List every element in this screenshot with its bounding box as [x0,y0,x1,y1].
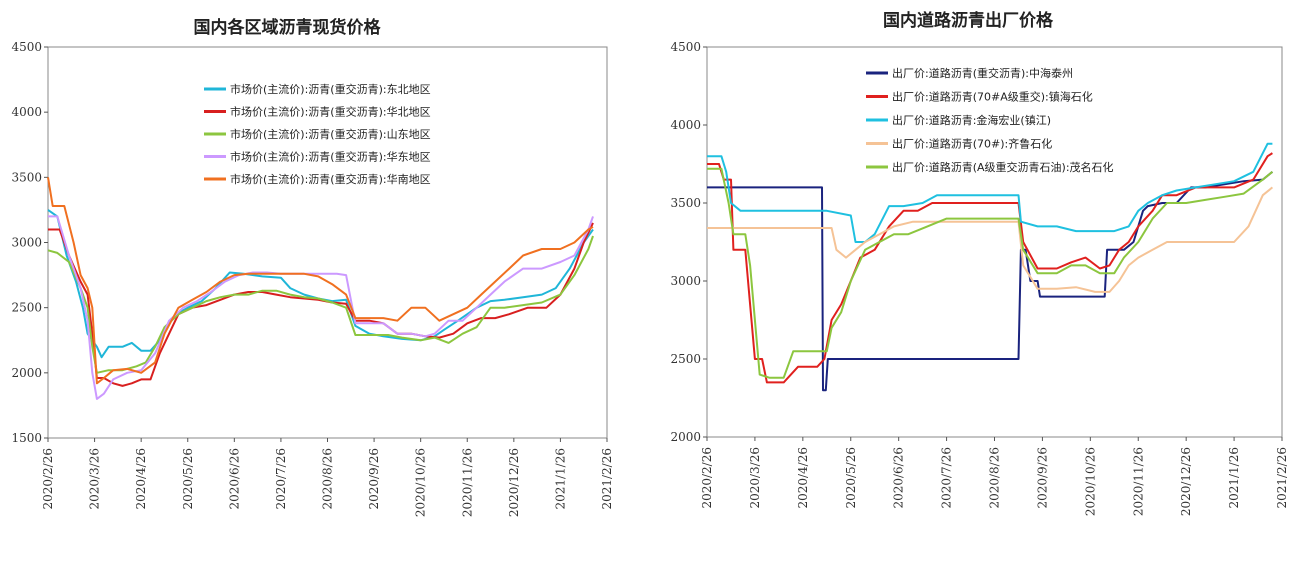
x-tick-label: 2021/1/26 [553,448,567,510]
y-tick-label: 4500 [670,40,701,54]
x-tick-label: 2020/3/26 [748,447,762,509]
legend-label: 市场价(主流价):沥青(重交沥青):东北地区 [230,82,431,96]
x-tick-label: 2020/10/26 [1083,447,1097,516]
chart-left-panel: 国内各区域沥青现货价格 1500 2000 2500 3000 3500 4000 4500 2… [11,17,614,517]
legend-label: 出厂价:道路沥青(70#):齐鲁石化 [892,137,1052,151]
x-tick-label: 2020/5/26 [181,448,195,510]
x-tick-label: 2020/9/26 [1035,447,1049,509]
x-tick-label: 2020/11/26 [460,448,474,517]
x-tick-label: 2020/3/26 [88,448,102,510]
ex-factory-price-chart: 国内道路沥青出厂价格 2000 2500 3000 3500 4000 4500 2020/2… [670,10,1289,516]
x-tick-label: 2020/2/26 [41,448,55,510]
regional-spot-price-chart: 国内各区域沥青现货价格 1500 2000 2500 3000 3500 4000 4500 2… [11,17,614,517]
x-tick-label: 2021/1/26 [1227,447,1241,509]
x-tick-label: 2020/4/26 [796,447,810,509]
legend: 市场价(主流价):沥青(重交沥青):东北地区市场价(主流价):沥青(重交沥青):… [204,82,431,186]
x-tick-label: 2021/2/26 [1275,447,1289,509]
x-tick-label: 2020/4/26 [134,448,148,510]
y-tick-label: 3000 [11,236,42,250]
legend-label: 出厂价:道路沥青(重交沥青):中海泰州 [892,66,1073,80]
x-tick-label: 2020/2/26 [700,447,714,509]
legend: 出厂价:道路沥青(重交沥青):中海泰州出厂价:道路沥青(70#A级重交):镇海石… [866,66,1114,174]
chart-title: 国内道路沥青出厂价格 [883,10,1054,31]
legend-label: 出厂价:道路沥青(70#A级重交):镇海石化 [892,90,1093,104]
y-tick-label: 1500 [11,431,42,445]
x-tick-label: 2020/7/26 [274,448,288,510]
x-tick-label: 2020/6/26 [227,448,241,510]
y-tick-label: 2500 [670,352,701,366]
x-tick-label: 2020/5/26 [844,447,858,509]
y-tick-label: 2000 [670,430,701,444]
chart-title: 国内各区域沥青现货价格 [194,17,382,38]
series-line-3 [47,235,594,374]
y-tick-label: 3000 [670,274,701,288]
x-tick-label: 2020/12/26 [1179,447,1193,516]
series-line-5 [707,167,1274,379]
legend-label: 市场价(主流价):沥青(重交沥青):华南地区 [230,172,431,186]
x-tick-label: 2020/11/26 [1131,447,1145,516]
y-tick-label: 4000 [670,118,701,132]
y-tick-label: 4500 [11,40,42,54]
y-tick-label: 2000 [11,366,42,380]
x-tick-label: 2020/8/26 [988,447,1002,509]
legend-label: 出厂价:道路沥青(A级重交沥青石油):茂名石化 [892,160,1114,174]
legend-label: 出厂价:道路沥青:金海宏业(镇江) [892,113,1051,127]
x-tick-label: 2020/10/26 [414,448,428,517]
series-line-2 [707,152,1273,384]
x-tick-label: 2020/6/26 [892,447,906,509]
series-line-1 [47,209,594,359]
legend-label: 市场价(主流价):沥青(重交沥青):华东地区 [230,150,431,164]
series-line-5 [47,177,594,385]
series-line-2 [48,222,594,387]
y-tick-label: 3500 [11,170,42,184]
x-tick-label: 2020/12/26 [507,448,521,517]
x-tick-label: 2020/8/26 [321,448,335,510]
series-line-3 [707,142,1273,243]
x-tick-label: 2020/7/26 [940,447,954,509]
legend-label: 市场价(主流价):沥青(重交沥青):华北地区 [230,105,431,119]
legend-label: 市场价(主流价):沥青(重交沥青):山东地区 [230,127,431,141]
x-tick-label: 2021/2/26 [600,448,614,510]
chart-right-panel: 国内道路沥青出厂价格 2000 2500 3000 3500 4000 4500 2020/2… [648,0,1296,576]
y-tick-label: 2500 [11,301,42,315]
y-tick-label: 3500 [670,196,701,210]
series-line-4 [707,186,1274,293]
x-tick-label: 2020/9/26 [367,448,381,510]
y-tick-label: 4000 [11,105,42,119]
